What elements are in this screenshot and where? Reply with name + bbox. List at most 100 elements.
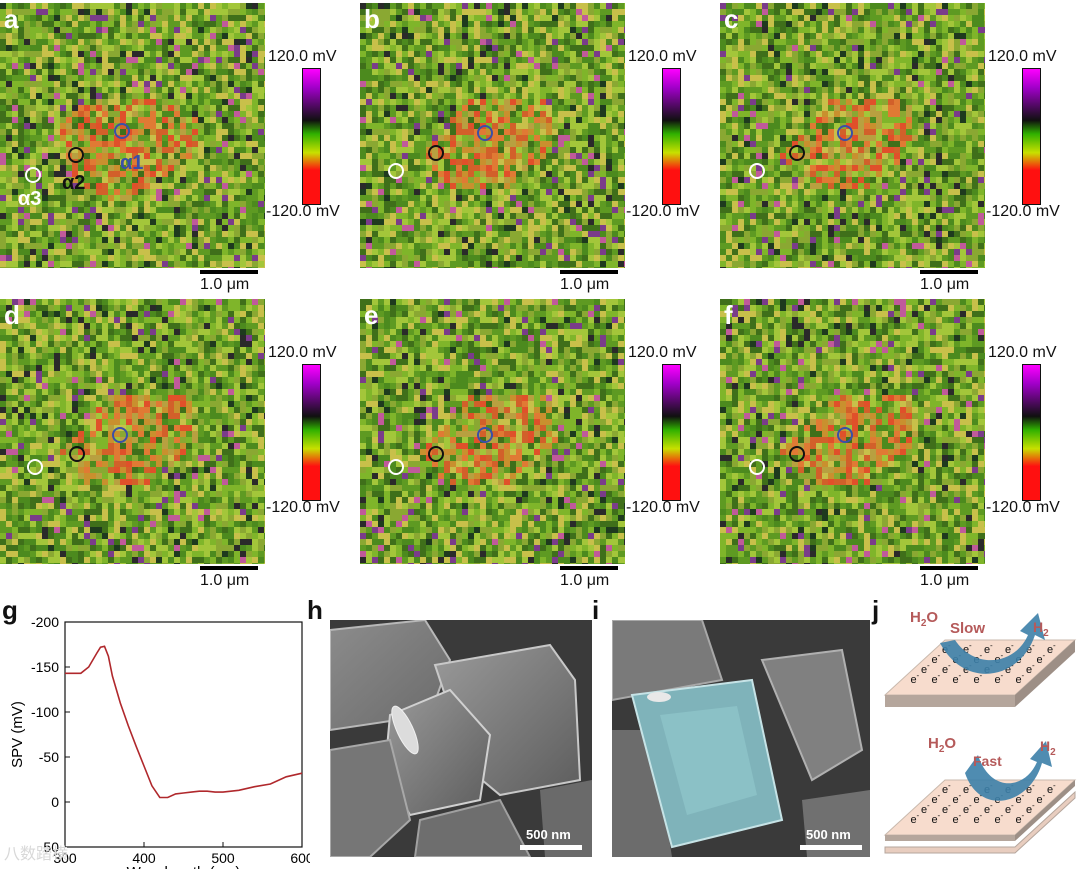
colorbar-min: -120.0 mV [266, 203, 340, 220]
reactant-bottom: H2O [928, 735, 957, 755]
marker-label-1: α1 [120, 152, 144, 174]
skpm-panel-c: c 120.0 mV -120.0 mV 1.0 μm [720, 0, 1080, 296]
colorbar [662, 68, 681, 205]
potential-map [0, 3, 265, 268]
electron-charge: - [980, 651, 983, 660]
potential-map [720, 299, 985, 564]
slab-side [1015, 640, 1075, 707]
scale-label: 1.0 μm [200, 276, 250, 293]
electron: e [995, 814, 1001, 826]
electron: e [942, 664, 948, 676]
electron: e [953, 794, 959, 806]
marker-alpha1 [837, 427, 853, 443]
colorbar-min: -120.0 mV [626, 203, 700, 220]
marker-alpha1 [112, 427, 128, 443]
marker-alpha3 [27, 459, 43, 475]
electron-charge: - [1032, 781, 1035, 790]
marker-alpha2 [789, 145, 805, 161]
scale-bar [920, 566, 978, 570]
electron-charge: - [980, 811, 983, 820]
scale-label: 1.0 μm [560, 572, 610, 589]
scale-label: 1.0 μm [920, 276, 970, 293]
colorbar-max: 120.0 mV [628, 48, 697, 65]
electron-charge: - [1001, 671, 1004, 680]
x-tick-label: 300 [53, 850, 77, 866]
marker-alpha3 [25, 167, 41, 183]
potential-map [720, 3, 985, 268]
colorbar [1022, 364, 1041, 501]
speed-label-top: Slow [950, 620, 986, 637]
slab2-side [1015, 780, 1075, 841]
electron: e [1037, 794, 1043, 806]
marker-alpha3 [749, 459, 765, 475]
electron-charge: - [1011, 801, 1014, 810]
slab2-front [885, 835, 1015, 841]
electron: e [1016, 674, 1022, 686]
electron: e [1016, 814, 1022, 826]
electron: e [1016, 794, 1022, 806]
marker-label-2: α2 [62, 172, 86, 194]
plot-frame [64, 621, 303, 848]
y-tick-label: -50 [39, 749, 59, 765]
potential-map [360, 299, 625, 564]
y-tick-label: -100 [31, 704, 59, 720]
panel-label: c [724, 4, 739, 34]
electron: e [995, 674, 1001, 686]
electron: e [921, 804, 927, 816]
panel-label: b [364, 4, 380, 34]
schematic: e-e-e-e-e-e-e-e-e-e-e-e-e-e-e-e-e-e-e-e-… [883, 613, 1077, 854]
panel-i: i 500 nm [590, 595, 880, 865]
electron: e [984, 644, 990, 656]
slab-front [885, 695, 1015, 707]
scale-bar [560, 566, 618, 570]
electron-charge: - [959, 811, 962, 820]
electron-charge: - [938, 671, 941, 680]
electron-charge: - [1032, 661, 1035, 670]
potential-map [360, 3, 625, 268]
y-tick-label: -200 [31, 614, 59, 630]
electron-charge: - [927, 801, 930, 810]
electron: e [932, 814, 938, 826]
electron-charge: - [938, 811, 941, 820]
spv-chart: 300 400 500 600 -200 -150 -100 -50 0 50 Wavelength… [9, 614, 310, 869]
panel-label: g [2, 595, 18, 625]
electron: e [1005, 804, 1011, 816]
electron-charge: - [948, 781, 951, 790]
electron-charge: - [927, 661, 930, 670]
marker-alpha2 [428, 446, 444, 462]
electron-charge: - [1032, 801, 1035, 810]
scale-bar [560, 270, 618, 274]
electron: e [984, 804, 990, 816]
colorbar-max: 120.0 mV [988, 344, 1057, 361]
y-tick-label: -150 [31, 659, 59, 675]
colorbar-min: -120.0 mV [626, 499, 700, 516]
electron: e [1047, 784, 1053, 796]
skpm-panel-d: d 120.0 mV -120.0 mV 1.0 μm [0, 296, 360, 592]
electron-charge: - [959, 671, 962, 680]
electron: e [963, 804, 969, 816]
marker-alpha2 [428, 145, 444, 161]
electron: e [1005, 644, 1011, 656]
marker-alpha3 [388, 163, 404, 179]
electron: e [1026, 644, 1032, 656]
electron-charge: - [969, 801, 972, 810]
skpm-panel-e: e 120.0 mV -120.0 mV 1.0 μm [360, 296, 720, 592]
colorbar-min: -120.0 mV [266, 499, 340, 516]
electron-charge: - [1043, 791, 1046, 800]
marker-alpha1 [477, 427, 493, 443]
scale-label: 1.0 μm [560, 276, 610, 293]
electron-charge: - [948, 661, 951, 670]
marker-alpha2 [69, 446, 85, 462]
marker-label-3: α3 [18, 188, 42, 210]
panel-j: j e-e-e-e-e-e-e-e-e-e-e-e-e-e-e-e-e-e-e-… [870, 595, 1080, 869]
y-axis-label: SPV (mV) [9, 701, 26, 768]
electron: e [1026, 804, 1032, 816]
marker-alpha3 [749, 163, 765, 179]
panel-label: a [4, 4, 19, 34]
electron-charge: - [917, 811, 920, 820]
colorbar-max: 120.0 mV [628, 344, 697, 361]
colorbar-min: -120.0 mV [986, 203, 1060, 220]
electron-charge: - [938, 651, 941, 660]
scale-bar [200, 566, 258, 570]
electron-charge: - [959, 791, 962, 800]
